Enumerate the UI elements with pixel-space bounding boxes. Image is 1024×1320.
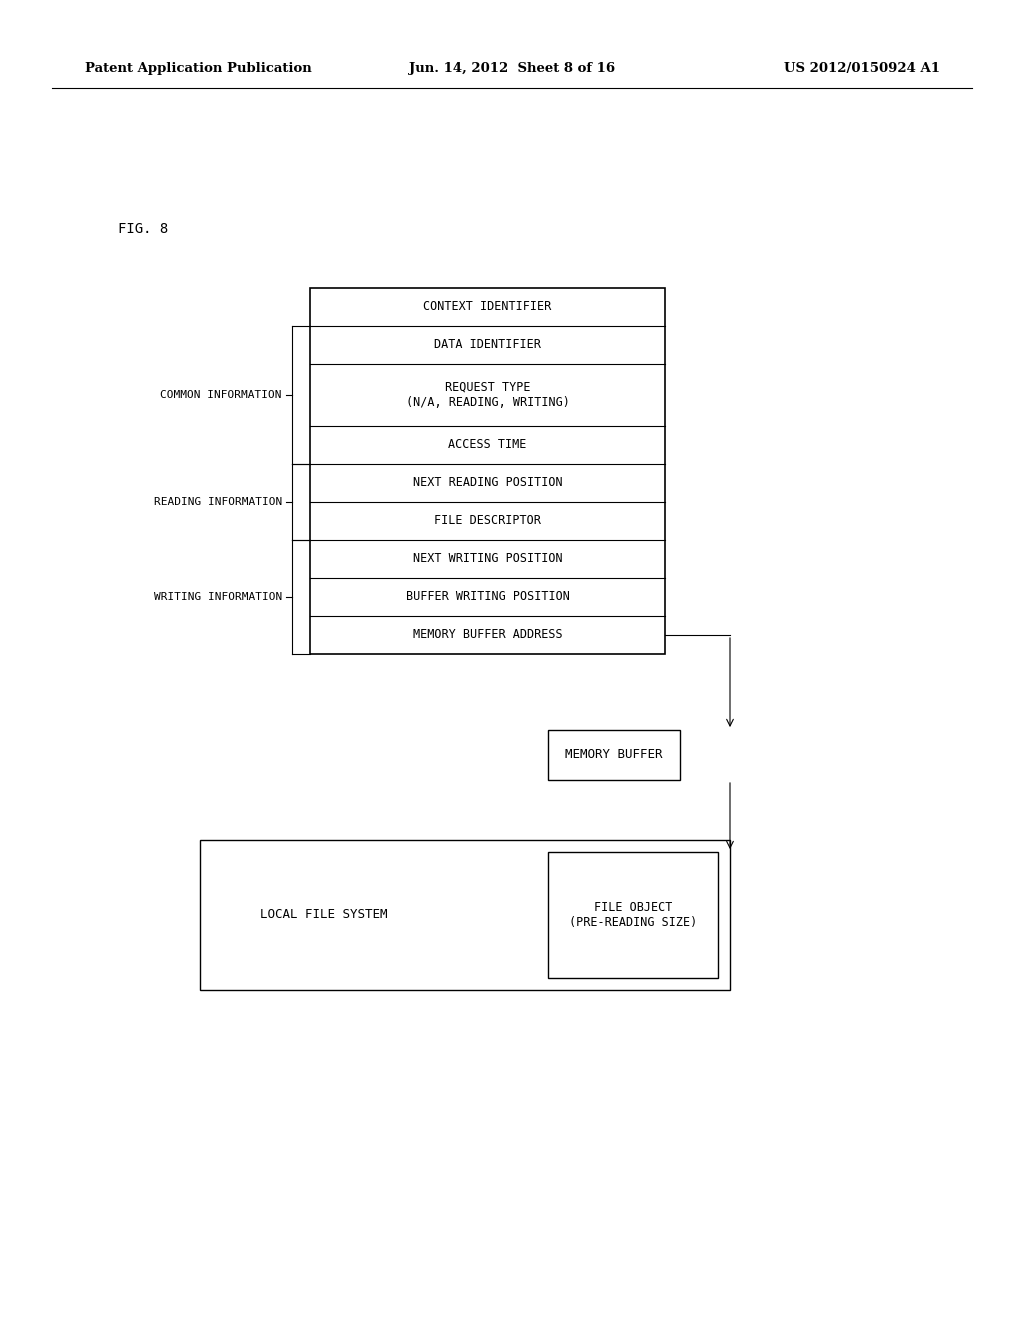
Bar bbox=[310, 288, 665, 653]
Text: US 2012/0150924 A1: US 2012/0150924 A1 bbox=[784, 62, 940, 75]
Text: MEMORY BUFFER ADDRESS: MEMORY BUFFER ADDRESS bbox=[413, 628, 562, 642]
Text: WRITING INFORMATION: WRITING INFORMATION bbox=[154, 591, 282, 602]
Text: LOCAL FILE SYSTEM: LOCAL FILE SYSTEM bbox=[260, 908, 387, 921]
Text: BUFFER WRITING POSITION: BUFFER WRITING POSITION bbox=[406, 590, 569, 603]
Text: READING INFORMATION: READING INFORMATION bbox=[154, 498, 282, 507]
Text: NEXT WRITING POSITION: NEXT WRITING POSITION bbox=[413, 553, 562, 565]
Text: REQUEST TYPE
(N/A, READING, WRITING): REQUEST TYPE (N/A, READING, WRITING) bbox=[406, 380, 569, 409]
Text: Jun. 14, 2012  Sheet 8 of 16: Jun. 14, 2012 Sheet 8 of 16 bbox=[409, 62, 615, 75]
Text: FILE DESCRIPTOR: FILE DESCRIPTOR bbox=[434, 515, 541, 528]
Text: Patent Application Publication: Patent Application Publication bbox=[85, 62, 311, 75]
Text: DATA IDENTIFIER: DATA IDENTIFIER bbox=[434, 338, 541, 351]
Bar bbox=[548, 851, 718, 978]
Text: ACCESS TIME: ACCESS TIME bbox=[449, 438, 526, 451]
Bar bbox=[548, 730, 680, 780]
Text: MEMORY BUFFER: MEMORY BUFFER bbox=[565, 748, 663, 762]
Text: NEXT READING POSITION: NEXT READING POSITION bbox=[413, 477, 562, 490]
Text: CONTEXT IDENTIFIER: CONTEXT IDENTIFIER bbox=[423, 301, 552, 314]
Text: COMMON INFORMATION: COMMON INFORMATION bbox=[161, 389, 282, 400]
Text: FILE OBJECT
(PRE-READING SIZE): FILE OBJECT (PRE-READING SIZE) bbox=[569, 902, 697, 929]
Bar bbox=[200, 840, 730, 990]
Text: FIG. 8: FIG. 8 bbox=[118, 222, 168, 236]
